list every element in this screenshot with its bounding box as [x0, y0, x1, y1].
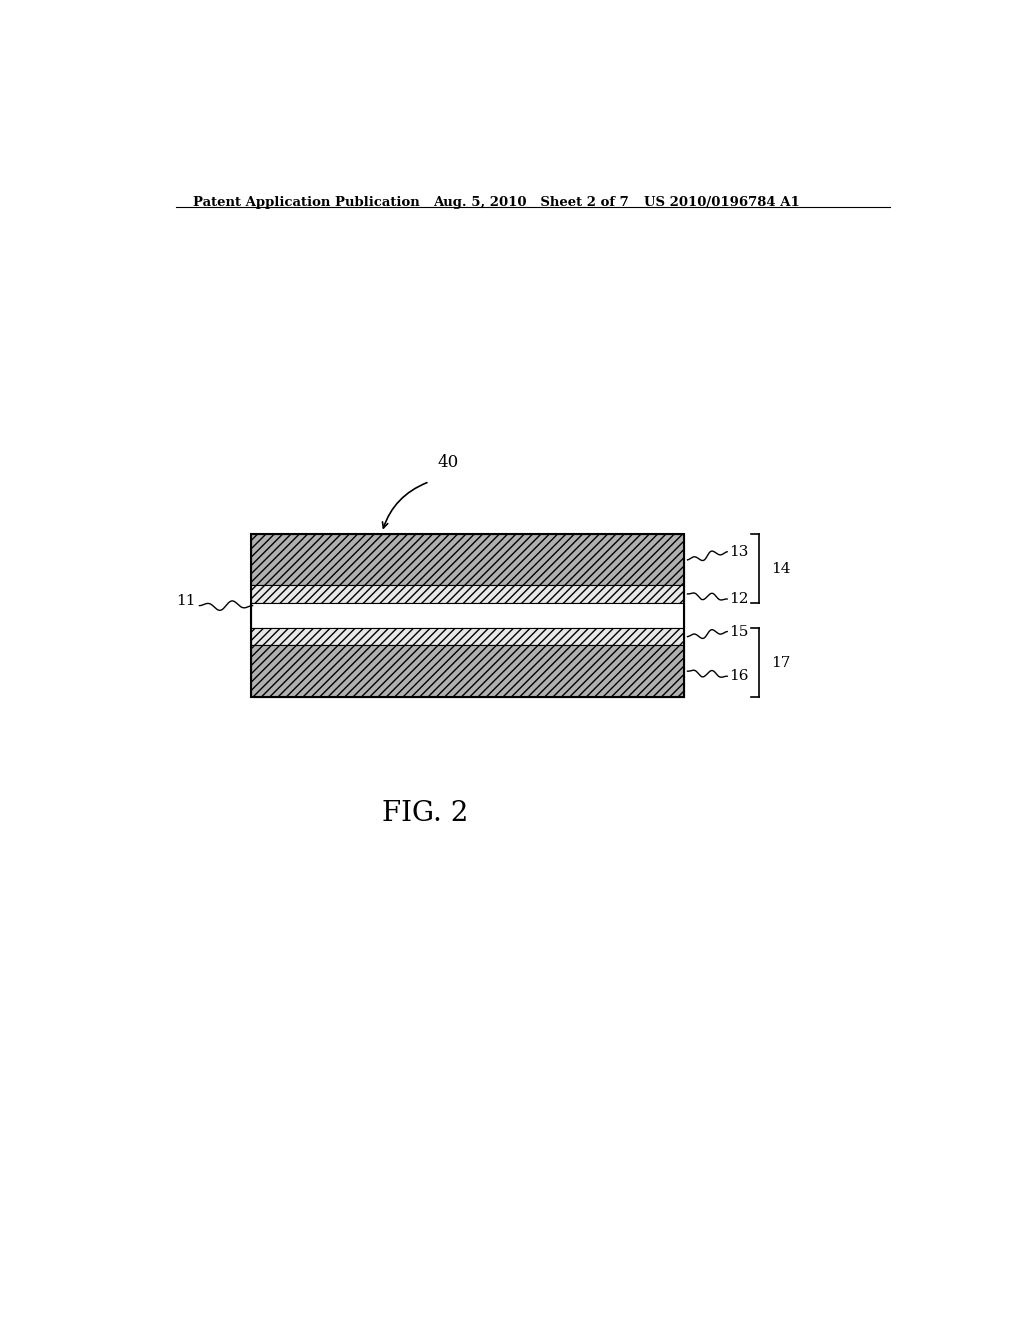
Text: 13: 13: [729, 545, 749, 558]
Bar: [251, 535, 684, 585]
Text: Aug. 5, 2010   Sheet 2 of 7: Aug. 5, 2010 Sheet 2 of 7: [433, 195, 630, 209]
Text: 11: 11: [176, 594, 196, 607]
Text: 12: 12: [729, 591, 749, 606]
Text: 40: 40: [437, 454, 459, 471]
Bar: [251, 645, 684, 697]
Text: 14: 14: [771, 561, 791, 576]
Text: FIG. 2: FIG. 2: [382, 800, 468, 828]
Text: US 2010/0196784 A1: US 2010/0196784 A1: [644, 195, 800, 209]
Bar: [251, 602, 684, 628]
Bar: [251, 628, 684, 645]
Bar: [251, 585, 684, 602]
Text: 15: 15: [729, 624, 749, 639]
Text: 16: 16: [729, 669, 749, 684]
Text: Patent Application Publication: Patent Application Publication: [194, 195, 420, 209]
Text: 17: 17: [771, 656, 791, 669]
Bar: [251, 535, 684, 697]
